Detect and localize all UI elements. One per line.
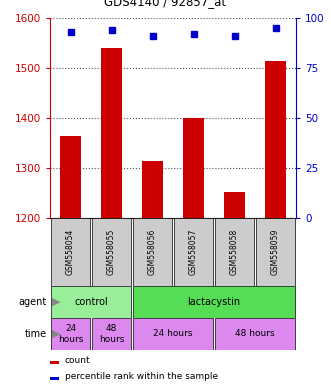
Bar bbox=[51, 318, 90, 350]
Text: percentile rank within the sample: percentile rank within the sample bbox=[65, 372, 218, 381]
Bar bbox=[50, 361, 59, 364]
Text: 24
hours: 24 hours bbox=[58, 324, 83, 344]
Bar bbox=[133, 218, 172, 286]
Bar bbox=[142, 161, 163, 218]
Text: GSM558059: GSM558059 bbox=[271, 229, 280, 275]
Bar bbox=[183, 118, 204, 218]
Text: ▶: ▶ bbox=[52, 297, 60, 307]
Bar bbox=[92, 318, 131, 350]
Bar bbox=[50, 377, 59, 381]
Bar bbox=[256, 218, 295, 286]
Bar bbox=[60, 136, 81, 218]
Bar bbox=[101, 48, 122, 218]
Text: GSM558054: GSM558054 bbox=[66, 229, 75, 275]
Text: GSM558056: GSM558056 bbox=[148, 229, 157, 275]
Text: GSM558055: GSM558055 bbox=[107, 229, 116, 275]
Bar bbox=[92, 218, 131, 286]
Bar bbox=[51, 218, 90, 286]
Bar bbox=[51, 286, 131, 318]
Text: GSM558058: GSM558058 bbox=[230, 229, 239, 275]
Text: agent: agent bbox=[19, 297, 47, 307]
Bar bbox=[174, 218, 213, 286]
Text: 48 hours: 48 hours bbox=[235, 329, 275, 339]
Bar bbox=[215, 318, 295, 350]
Bar bbox=[133, 318, 213, 350]
Text: control: control bbox=[74, 297, 108, 307]
Bar bbox=[224, 192, 245, 218]
Text: ▶: ▶ bbox=[52, 329, 60, 339]
Text: count: count bbox=[65, 356, 90, 365]
Text: 24 hours: 24 hours bbox=[153, 329, 193, 339]
Text: time: time bbox=[24, 329, 47, 339]
Bar bbox=[215, 218, 254, 286]
Text: 48
hours: 48 hours bbox=[99, 324, 124, 344]
Text: GDS4140 / 92857_at: GDS4140 / 92857_at bbox=[105, 0, 226, 8]
Text: GSM558057: GSM558057 bbox=[189, 229, 198, 275]
Bar bbox=[265, 61, 286, 218]
Text: lactacystin: lactacystin bbox=[187, 297, 241, 307]
Bar bbox=[133, 286, 295, 318]
